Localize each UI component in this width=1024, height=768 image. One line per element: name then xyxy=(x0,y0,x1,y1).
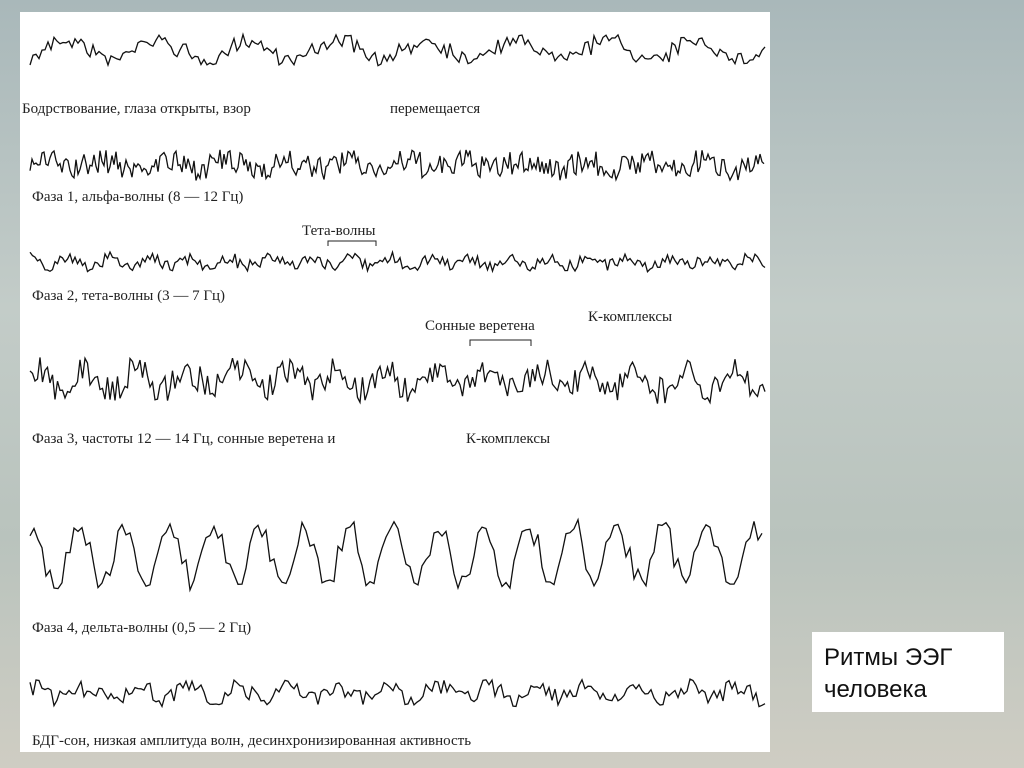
caption-line: Ритмы ЭЭГ xyxy=(824,644,953,671)
eeg-trace xyxy=(29,678,766,709)
label: Фаза 1, альфа-волны (8 — 12 Гц) xyxy=(32,189,243,205)
eeg-trace xyxy=(29,249,766,274)
bracket xyxy=(469,339,532,346)
bracket xyxy=(327,240,377,246)
marker-label: Сонные веретена xyxy=(425,318,535,334)
eeg-trace xyxy=(29,149,765,182)
label: Бодрствование, глаза открыты, взор xyxy=(22,101,251,117)
eeg-trace xyxy=(29,32,766,68)
caption: Ритмы ЭЭГ человека xyxy=(812,632,1004,712)
label: БДГ-сон, низкая амплитуда волн, десинхро… xyxy=(32,733,471,749)
caption-line: человека xyxy=(824,676,927,703)
marker-label: Тета-волны xyxy=(302,223,376,239)
label: К-комплексы xyxy=(466,431,550,447)
label: Фаза 3, частоты 12 — 14 Гц, сонные верет… xyxy=(32,431,335,447)
eeg-trace xyxy=(29,517,763,593)
label: перемещается xyxy=(390,101,480,117)
eeg-trace xyxy=(29,356,766,405)
label: Фаза 4, дельта-волны (0,5 — 2 Гц) xyxy=(32,620,251,636)
eeg-figure: Бодрствование, глаза открыты, взор перем… xyxy=(20,12,770,752)
marker-label: К-комплексы xyxy=(588,309,672,325)
label: Фаза 2, тета-волны (3 — 7 Гц) xyxy=(32,288,225,304)
